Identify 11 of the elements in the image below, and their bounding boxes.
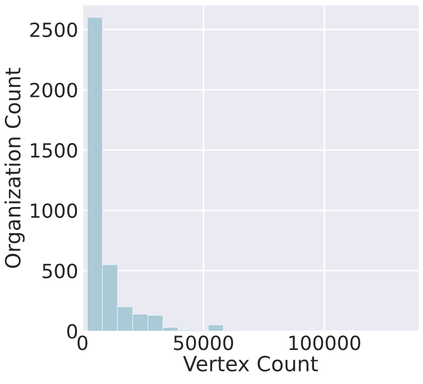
y-tick-label: 2500 [30, 22, 78, 38]
y-tick-label: 1500 [30, 143, 78, 158]
x-tick-label: 50000 [174, 336, 234, 350]
x-tick-label: 0 [78, 336, 88, 350]
x-axis-title: Vertex Count [183, 356, 318, 372]
y-tick-label: 0 [67, 324, 78, 339]
y-tick-label: 2000 [30, 82, 78, 98]
y-axis-title: Organization Count [4, 68, 25, 268]
x-tick-label: 100000 [289, 336, 360, 350]
y-tick-label: 500 [42, 264, 78, 278]
y-tick-label: 1000 [30, 203, 78, 218]
